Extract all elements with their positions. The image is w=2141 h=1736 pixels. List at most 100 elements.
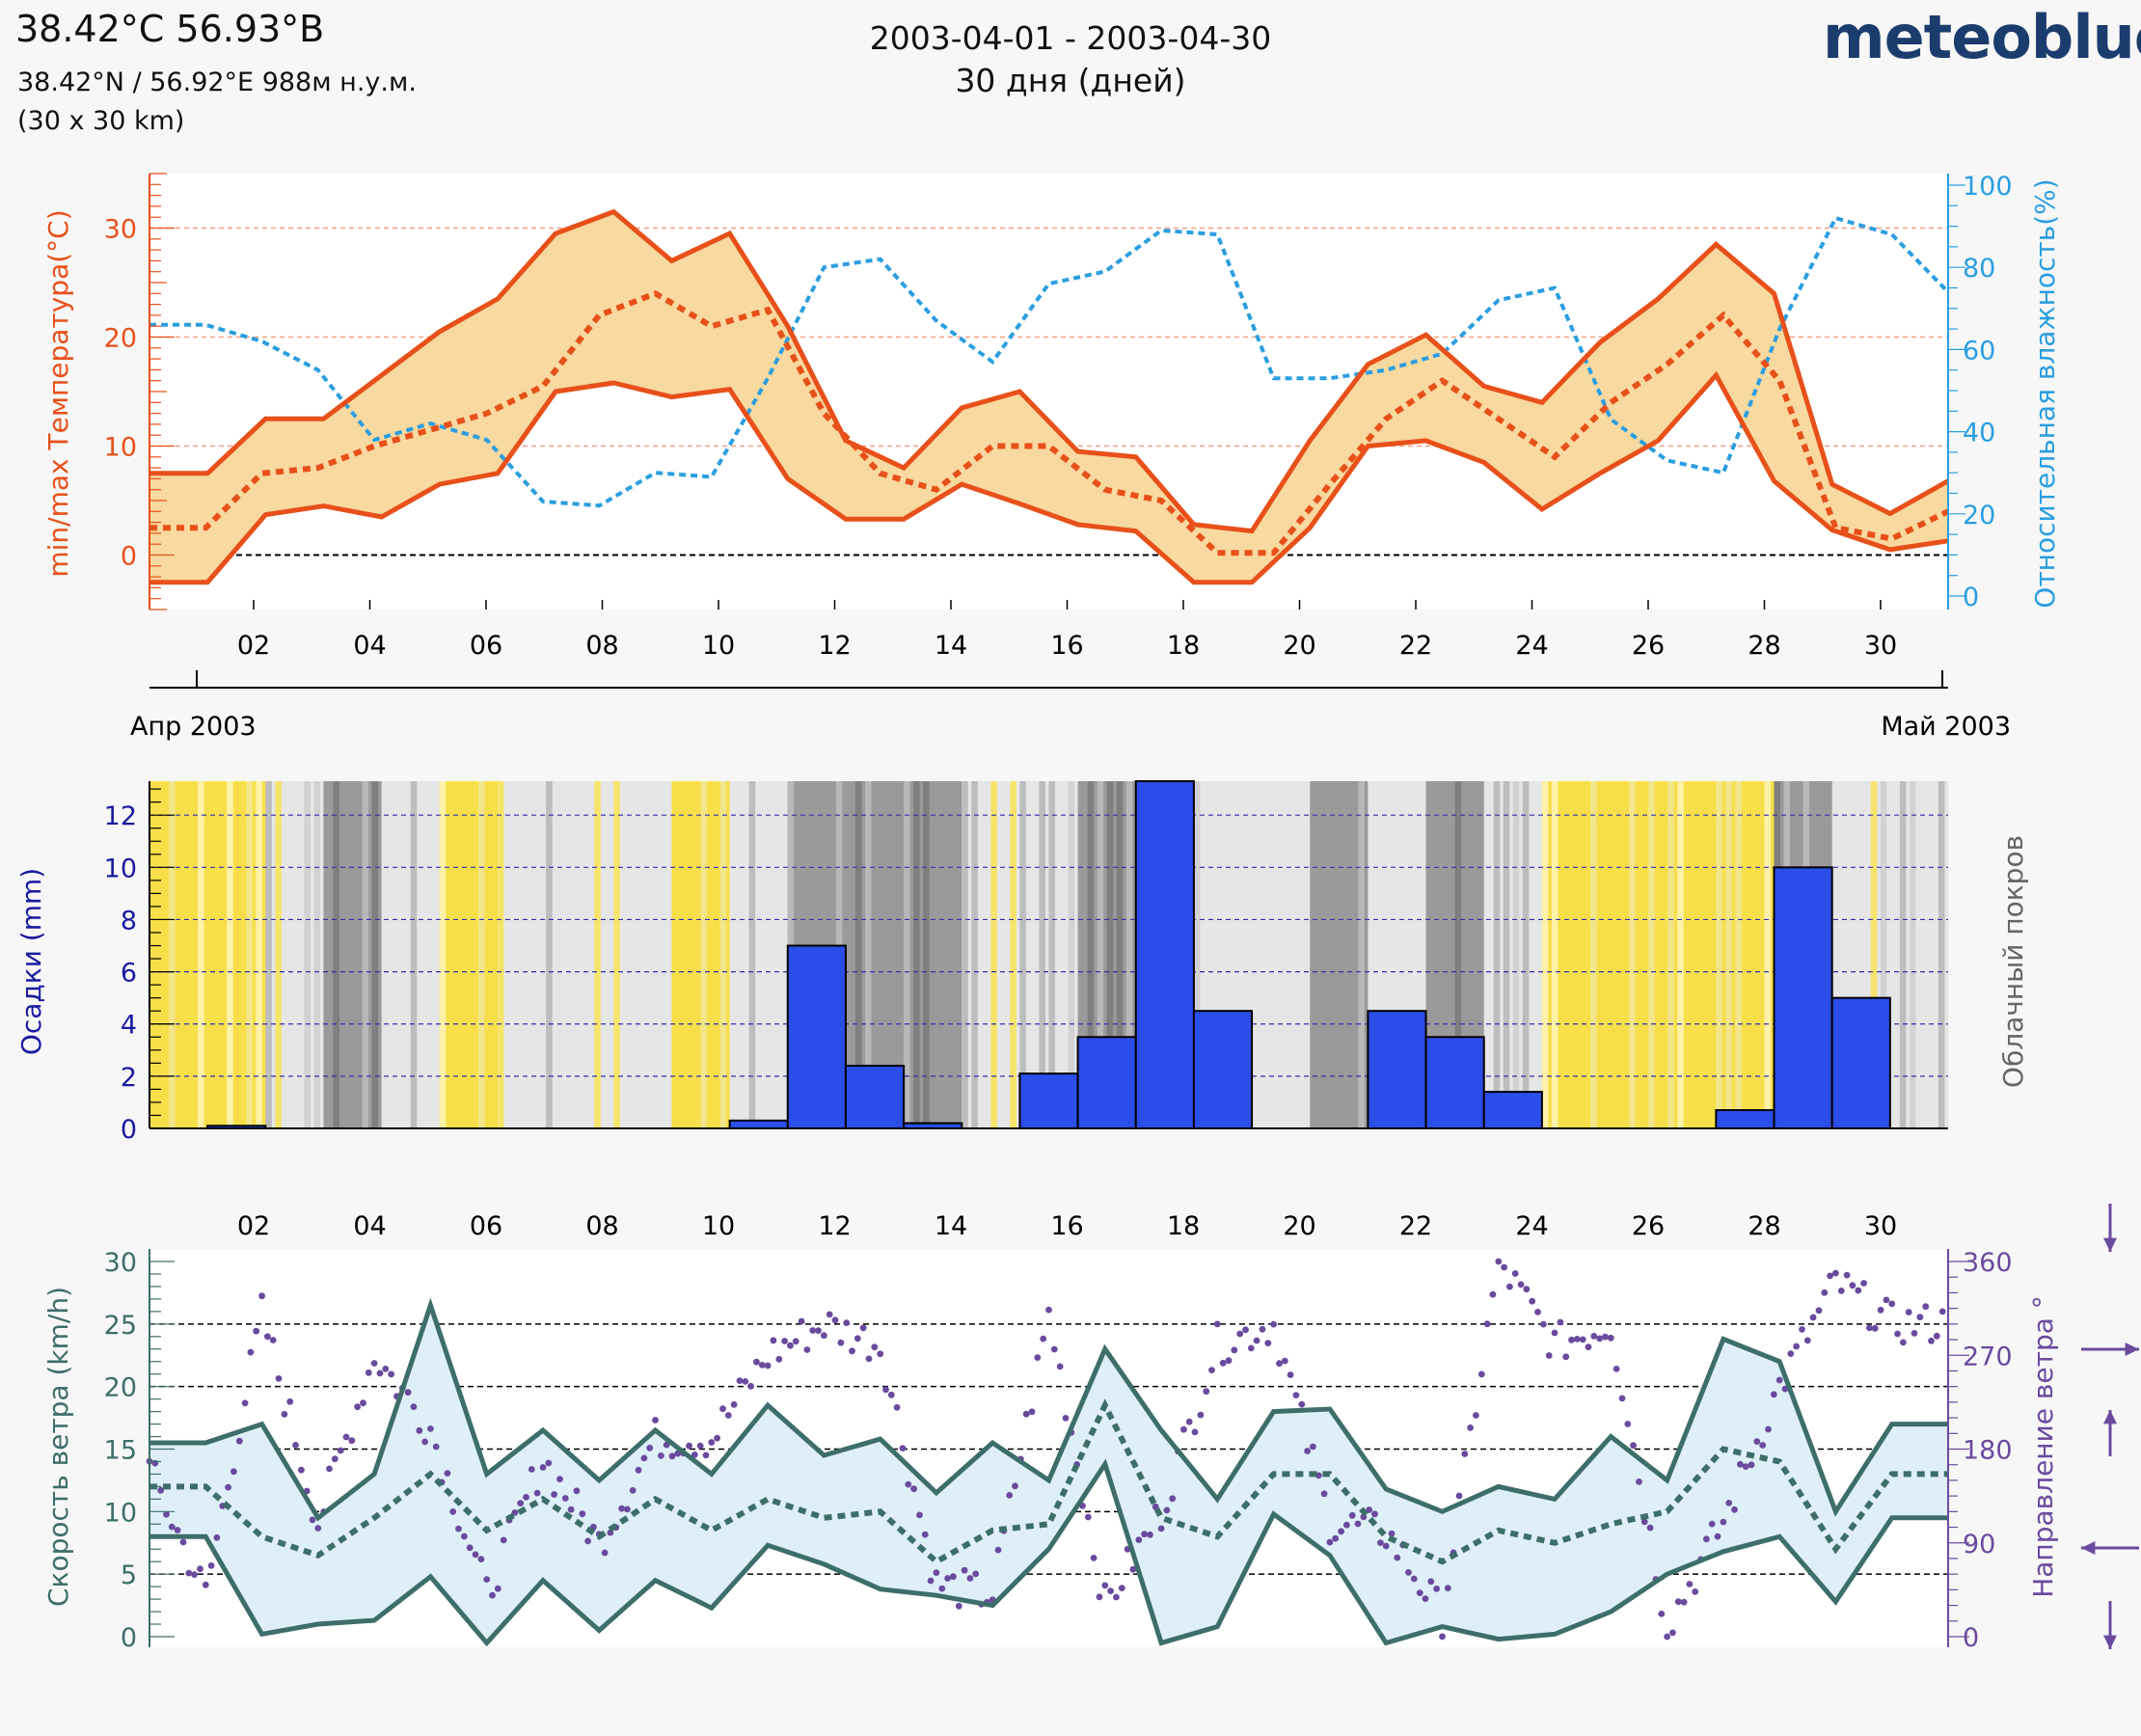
wind-direction-point	[849, 1347, 855, 1355]
coords-line: 38.42°N / 56.92°E 988м н.у.м.	[17, 68, 417, 97]
wind-direction-point	[1040, 1335, 1047, 1343]
wind-direction-point	[432, 1443, 440, 1451]
day-tick-label: 08	[585, 631, 618, 661]
cloud-cover-stripe	[1106, 781, 1114, 1128]
wind-direction-point	[179, 1538, 187, 1546]
cloud-cover-stripe	[1648, 781, 1655, 1128]
wind-direction-point	[652, 1417, 659, 1424]
wind-direction-point	[1292, 1392, 1300, 1398]
wind-direction-point	[1006, 1492, 1014, 1499]
wind-direction-point	[1287, 1371, 1294, 1378]
wind-direction-point	[1803, 1337, 1811, 1344]
wind-speed-tick-label: 15	[104, 1436, 137, 1466]
wind-direction-point	[921, 1531, 929, 1538]
humidity-tick-label: 40	[1963, 419, 1995, 448]
east-arrow-head	[2081, 1541, 2096, 1555]
brand-logo: meteoblue	[1823, 2, 2141, 72]
wind-direction-point	[871, 1343, 879, 1351]
wind-direction-arrows	[2081, 1204, 2139, 1649]
wind-direction-point	[511, 1509, 519, 1516]
wind-direction-point	[1815, 1307, 1823, 1315]
cloud-cover-stripe	[594, 781, 601, 1128]
wind-direction-point	[1590, 1333, 1598, 1340]
cloud-cover-stripe	[265, 781, 272, 1128]
wind-direction-point	[1163, 1506, 1171, 1514]
wind-day-tick-label: 20	[1283, 1211, 1315, 1241]
wind-direction-point	[1090, 1555, 1098, 1561]
wind-direction-point	[955, 1602, 962, 1610]
day-tick-label: 04	[353, 631, 386, 661]
cloud-cover-stripe	[169, 781, 176, 1128]
cloud-cover-stripe	[1725, 781, 1732, 1128]
wind-direction-point	[1034, 1354, 1042, 1361]
wind-direction-point	[668, 1452, 676, 1460]
wind-direction-point	[174, 1527, 181, 1533]
wind-direction-point	[1253, 1337, 1260, 1344]
wind-direction-point	[1338, 1528, 1344, 1535]
wind-direction-point	[781, 1338, 788, 1344]
wind-direction-point	[686, 1442, 692, 1450]
wind-direction-point	[404, 1389, 412, 1397]
wind-day-tick-label: 12	[818, 1211, 851, 1241]
wind-direction-point	[1320, 1490, 1328, 1498]
cloud-cover-stripe	[904, 781, 910, 1128]
wind-direction-point	[821, 1332, 827, 1340]
wind-direction-point	[1332, 1534, 1340, 1542]
precip-tick-label: 8	[121, 906, 137, 936]
wind-direction-point	[1191, 1428, 1199, 1436]
wind-direction-point	[1377, 1539, 1384, 1546]
wind-direction-point	[1203, 1388, 1210, 1396]
cloud-cover-stripe	[1541, 781, 1549, 1128]
wind-direction-point	[207, 1562, 215, 1569]
humidity-tick-label: 0	[1963, 583, 1979, 612]
wind-direction-point	[225, 1483, 232, 1491]
cloud-cover-stripe	[1454, 781, 1462, 1128]
wind-direction-point	[691, 1451, 698, 1458]
wind-direction-point	[269, 1337, 277, 1343]
cloud-cover-stripe	[1125, 781, 1133, 1128]
wind-direction-point	[1410, 1575, 1418, 1583]
wind-direction-point	[1259, 1325, 1266, 1333]
cloud-cover-stripe	[1358, 781, 1365, 1128]
wind-direction-point	[213, 1533, 221, 1541]
humidity-tick-label: 60	[1963, 336, 1995, 366]
panel2-gridlines	[149, 814, 1948, 1077]
wind-direction-point	[1388, 1530, 1396, 1537]
wind-direction-point	[1669, 1629, 1676, 1637]
wind-direction-point	[714, 1434, 720, 1442]
wind-direction-point	[1529, 1297, 1536, 1305]
wind-direction-point	[696, 1442, 704, 1450]
west-arrow-head	[2125, 1343, 2139, 1356]
wind-direction-point	[567, 1505, 575, 1513]
humidity-tick-label: 100	[1963, 172, 2013, 202]
wind-direction-point	[1506, 1283, 1513, 1290]
wind-direction-tick-label: 180	[1963, 1436, 2013, 1466]
wind-direction-point	[736, 1377, 744, 1384]
precip-bar	[1773, 866, 1833, 1129]
wind-direction-point	[1551, 1329, 1558, 1337]
wind-speed-mean-series	[149, 1398, 1948, 1565]
cloud-cover-stripe	[1677, 781, 1684, 1128]
wind-direction-point	[1573, 1336, 1581, 1343]
precip-bar	[1482, 1091, 1543, 1129]
wind-direction-point	[1832, 1269, 1839, 1277]
wind-direction-point	[1765, 1425, 1772, 1433]
cloud-cover-stripe	[1493, 781, 1501, 1128]
wind-direction-point	[972, 1570, 980, 1578]
cloud-cover-stripe	[1116, 781, 1124, 1128]
wind-direction-point	[966, 1575, 974, 1582]
wind-direction-point	[444, 1470, 451, 1477]
wind-direction-point	[1928, 1337, 1935, 1344]
wind-direction-point	[533, 1489, 541, 1497]
wind-direction-point	[927, 1577, 935, 1585]
wind-direction-point	[1439, 1633, 1446, 1641]
wind-direction-point	[1646, 1524, 1654, 1532]
wind-direction-point	[489, 1591, 496, 1599]
wind-direction-point	[163, 1510, 170, 1518]
wind-direction-point	[197, 1565, 203, 1573]
temperature-range-band	[149, 211, 1948, 583]
wind-direction-point	[1050, 1345, 1058, 1353]
precip-bar	[1830, 996, 1891, 1129]
wind-direction-point	[314, 1525, 322, 1532]
cloud-cover-stripe	[275, 781, 282, 1128]
